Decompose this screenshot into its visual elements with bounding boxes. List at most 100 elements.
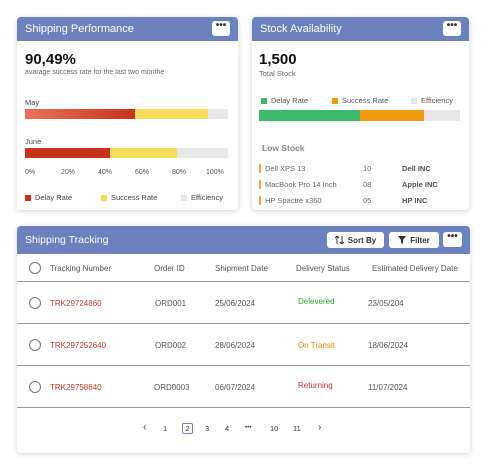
tracking-number[interactable]: TRK297252640: [50, 341, 107, 350]
tick-label: 80%: [172, 169, 187, 176]
column-estimated-delivery: Estimated Delivery Date: [372, 264, 458, 273]
low-stock-quantity: 08: [363, 180, 372, 189]
legend-label-delay: Delay Rate: [271, 96, 309, 105]
low-stock-brand: Dell INC: [402, 164, 431, 173]
table-row[interactable]: TRK29758640 ORD0003 06/07/2024 Returning…: [17, 366, 470, 408]
tick-label: 60%: [135, 169, 150, 176]
low-stock-product: HP Spactre x360: [259, 196, 322, 205]
more-options-button[interactable]: •••: [443, 232, 462, 247]
may-success-segment: [134, 109, 208, 119]
filter-label: Filter: [410, 235, 430, 245]
shipment-date: 28/06/2024: [215, 341, 256, 350]
estimated-delivery-date: 11/07/2024: [368, 383, 408, 392]
filter-icon: [398, 236, 407, 244]
row-select-radio[interactable]: [29, 297, 41, 309]
low-stock-item: Dell XPS 13 10 Dell INC: [259, 164, 464, 176]
prev-page-button[interactable]: ‹: [143, 422, 147, 433]
shipping-performance-title: Shipping Performance: [25, 23, 134, 35]
legend-swatch-delay: [25, 194, 31, 201]
estimated-delivery-date: 18/06/2024: [368, 341, 409, 350]
column-order-id: Order ID: [154, 264, 185, 273]
page-button[interactable]: 1: [163, 424, 168, 433]
legend-success: Success Rate: [101, 193, 157, 202]
stock-availability-title: Stock Availability: [260, 23, 342, 35]
shipping-tracking-title: Shipping Tracking: [25, 234, 109, 246]
stock-legend-success: Success Rate: [332, 96, 388, 105]
legend-label-success: Success Rate: [111, 193, 158, 202]
low-stock-quantity: 10: [363, 164, 372, 173]
page-button-current[interactable]: 2: [182, 423, 193, 434]
low-stock-brand: Apple INC: [402, 180, 438, 189]
pagination: ‹ 1 2 3 4 ••• 10 11 ›: [17, 422, 470, 438]
legend-label-efficiency: Efficiency: [191, 193, 223, 202]
tracking-table-header: Tracking Number Order ID Shipment Date D…: [17, 254, 470, 282]
stock-success-segment: [359, 110, 424, 121]
stock-delay-segment: [259, 110, 360, 121]
low-stock-item: MacBook Pro 14 Inch 08 Apple INC: [259, 180, 464, 192]
delivery-status: Delevered: [298, 297, 335, 306]
shipping-tracking-card: Shipping Tracking Sort By Filter ••• Tra…: [17, 226, 470, 453]
june-performance-bar: [25, 148, 228, 158]
estimated-delivery-date: 23/05/204: [368, 299, 404, 308]
row-select-radio[interactable]: [29, 381, 41, 393]
success-rate-caption: avarage success rate for the last two mo…: [25, 69, 165, 76]
total-stock-label: Total Stock: [259, 69, 296, 78]
legend-delay: Delay Rate: [25, 193, 72, 202]
low-stock-brand: HP INC: [402, 196, 428, 205]
table-row[interactable]: TRK29724860 ORD001 25/06/2024 Delevered …: [17, 282, 470, 324]
tick-label: 40%: [98, 169, 113, 176]
next-page-button[interactable]: ›: [318, 422, 322, 433]
total-stock-value: 1,500: [259, 51, 297, 68]
legend-swatch-success: [332, 97, 338, 104]
row-select-radio[interactable]: [29, 339, 41, 351]
filter-button[interactable]: Filter: [389, 232, 439, 248]
shipping-tracking-header: Shipping Tracking Sort By Filter •••: [17, 226, 470, 254]
tick-label: 20%: [61, 169, 76, 176]
legend-label-efficiency: Efficiency: [421, 96, 453, 105]
success-rate-value: 90,49%: [25, 51, 76, 68]
june-success-segment: [110, 148, 178, 158]
month-label-june: June: [25, 137, 42, 146]
tracking-number[interactable]: TRK29758640: [50, 383, 102, 392]
may-delay-segment: [25, 109, 135, 119]
stock-availability-card: Stock Availability ••• 1,500 Total Stock…: [252, 17, 469, 210]
shipping-performance-card: Shipping Performance ••• 90,49% avarage …: [17, 17, 238, 210]
more-options-button[interactable]: •••: [212, 21, 230, 36]
delivery-status: Returning: [298, 381, 333, 390]
tick-label: 0%: [25, 169, 36, 176]
low-stock-product: MacBook Pro 14 Inch: [259, 180, 337, 189]
june-delay-segment: [25, 148, 111, 158]
more-options-button[interactable]: •••: [443, 21, 461, 36]
legend-swatch-efficiency: [411, 97, 417, 104]
sort-by-button[interactable]: Sort By: [327, 232, 384, 248]
legend-swatch-efficiency: [181, 194, 187, 201]
page-button[interactable]: 10: [270, 424, 279, 433]
shipment-date: 25/06/2024: [215, 299, 256, 308]
low-stock-quantity: 05: [363, 196, 372, 205]
sort-by-label: Sort By: [347, 235, 377, 245]
low-stock-title: Low Stock: [262, 143, 305, 153]
low-stock-product: Dell XPS 13: [259, 164, 305, 173]
order-id: ORD001: [155, 299, 187, 308]
shipment-date: 06/07/2024: [215, 383, 256, 392]
stock-availability-bar: [259, 110, 460, 121]
tracking-number[interactable]: TRK29724860: [50, 299, 102, 308]
legend-efficiency: Efficiency: [181, 193, 223, 202]
column-delivery-status: Delivery Status: [296, 264, 350, 273]
may-performance-bar: [25, 109, 228, 119]
table-row[interactable]: TRK297252640 ORD002 28/06/2024 On Transi…: [17, 324, 470, 366]
legend-swatch-success: [101, 194, 107, 201]
stock-availability-header: Stock Availability •••: [252, 17, 469, 41]
low-stock-item: HP Spactre x360 05 HP INC: [259, 196, 464, 208]
order-id: ORD0003: [154, 383, 190, 392]
page-button[interactable]: 3: [205, 424, 210, 433]
legend-label-success: Success Rate: [342, 96, 389, 105]
page-button[interactable]: 11: [293, 424, 301, 433]
order-id: ORD002: [155, 341, 187, 350]
page-button[interactable]: 4: [225, 424, 230, 433]
select-all-radio[interactable]: [29, 262, 41, 274]
stock-legend-delay: Delay Rate: [261, 96, 308, 105]
delivery-status: On Transit: [298, 341, 335, 350]
legend-swatch-delay: [261, 97, 267, 104]
page-ellipsis: •••: [245, 425, 252, 431]
